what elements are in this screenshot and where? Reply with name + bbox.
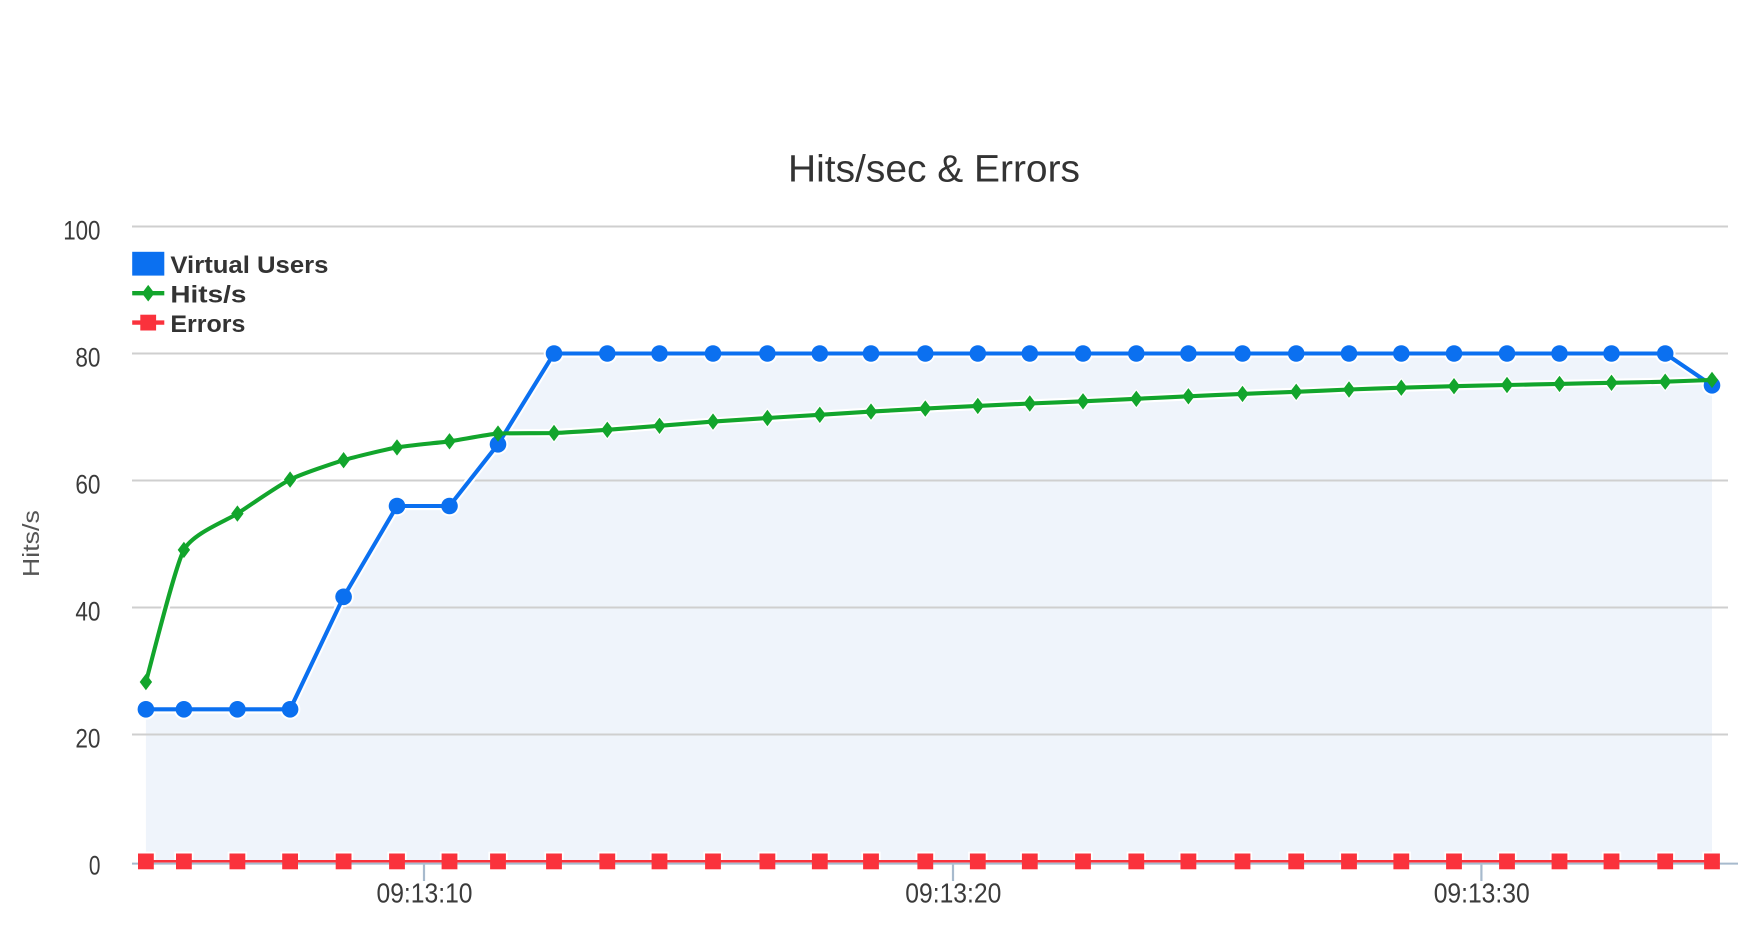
- svg-text:60: 60: [75, 470, 100, 500]
- svg-text:80: 80: [75, 343, 100, 373]
- svg-text:09:13:10: 09:13:10: [377, 878, 473, 909]
- svg-text:Hits/s: Hits/s: [170, 282, 246, 309]
- svg-text:0: 0: [89, 851, 101, 881]
- svg-text:Hits/s: Hits/s: [18, 510, 44, 577]
- svg-text:Errors: Errors: [170, 311, 245, 338]
- svg-text:20: 20: [75, 724, 100, 754]
- svg-text:40: 40: [75, 597, 100, 627]
- svg-text:Virtual Users: Virtual Users: [170, 252, 328, 279]
- svg-text:100: 100: [63, 216, 100, 246]
- svg-text:09:13:30: 09:13:30: [1434, 878, 1530, 909]
- svg-text:Hits/sec & Errors: Hits/sec & Errors: [788, 149, 1080, 191]
- svg-text:09:13:20: 09:13:20: [905, 878, 1001, 909]
